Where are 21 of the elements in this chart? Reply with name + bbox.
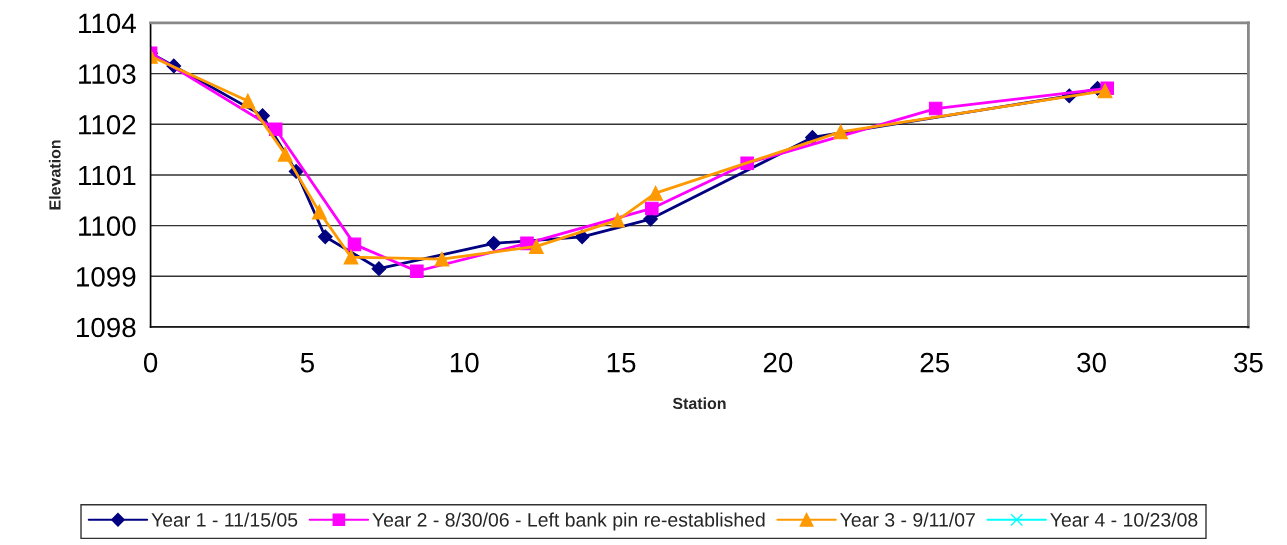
x-axis-title: Station [672,397,726,410]
x-tick-label: 35 [1234,352,1263,373]
x-tick-label: 15 [607,353,636,373]
legend-label: Year 1 - 11/15/05 [151,512,298,527]
legend-label: Year 4 - 10/23/08 [1050,512,1198,527]
y-tick-label: 1101 [79,165,136,186]
y-tick-label: 1099 [77,266,136,287]
y-tick-label: 1104 [79,13,136,34]
x-tick-label: 20 [763,352,793,373]
x-tick-label: 30 [1077,352,1106,373]
legend-label: Year 2 - 8/30/06 - Left bank pin re-established [372,512,765,531]
x-tick-label: 5 [300,353,314,373]
y-tick-label: 1098 [77,317,136,338]
y-tick-label: 1100 [79,216,136,236]
y-axis-title: Elevation [48,140,61,210]
x-tick-label: 10 [450,352,479,373]
x-tick-label: 0 [143,352,158,373]
y-tick-label: 1103 [79,64,136,84]
legend-label: Year 3 - 9/11/07 [840,512,975,527]
x-tick-label: 25 [920,352,950,373]
y-tick-label: 1102 [79,114,136,135]
